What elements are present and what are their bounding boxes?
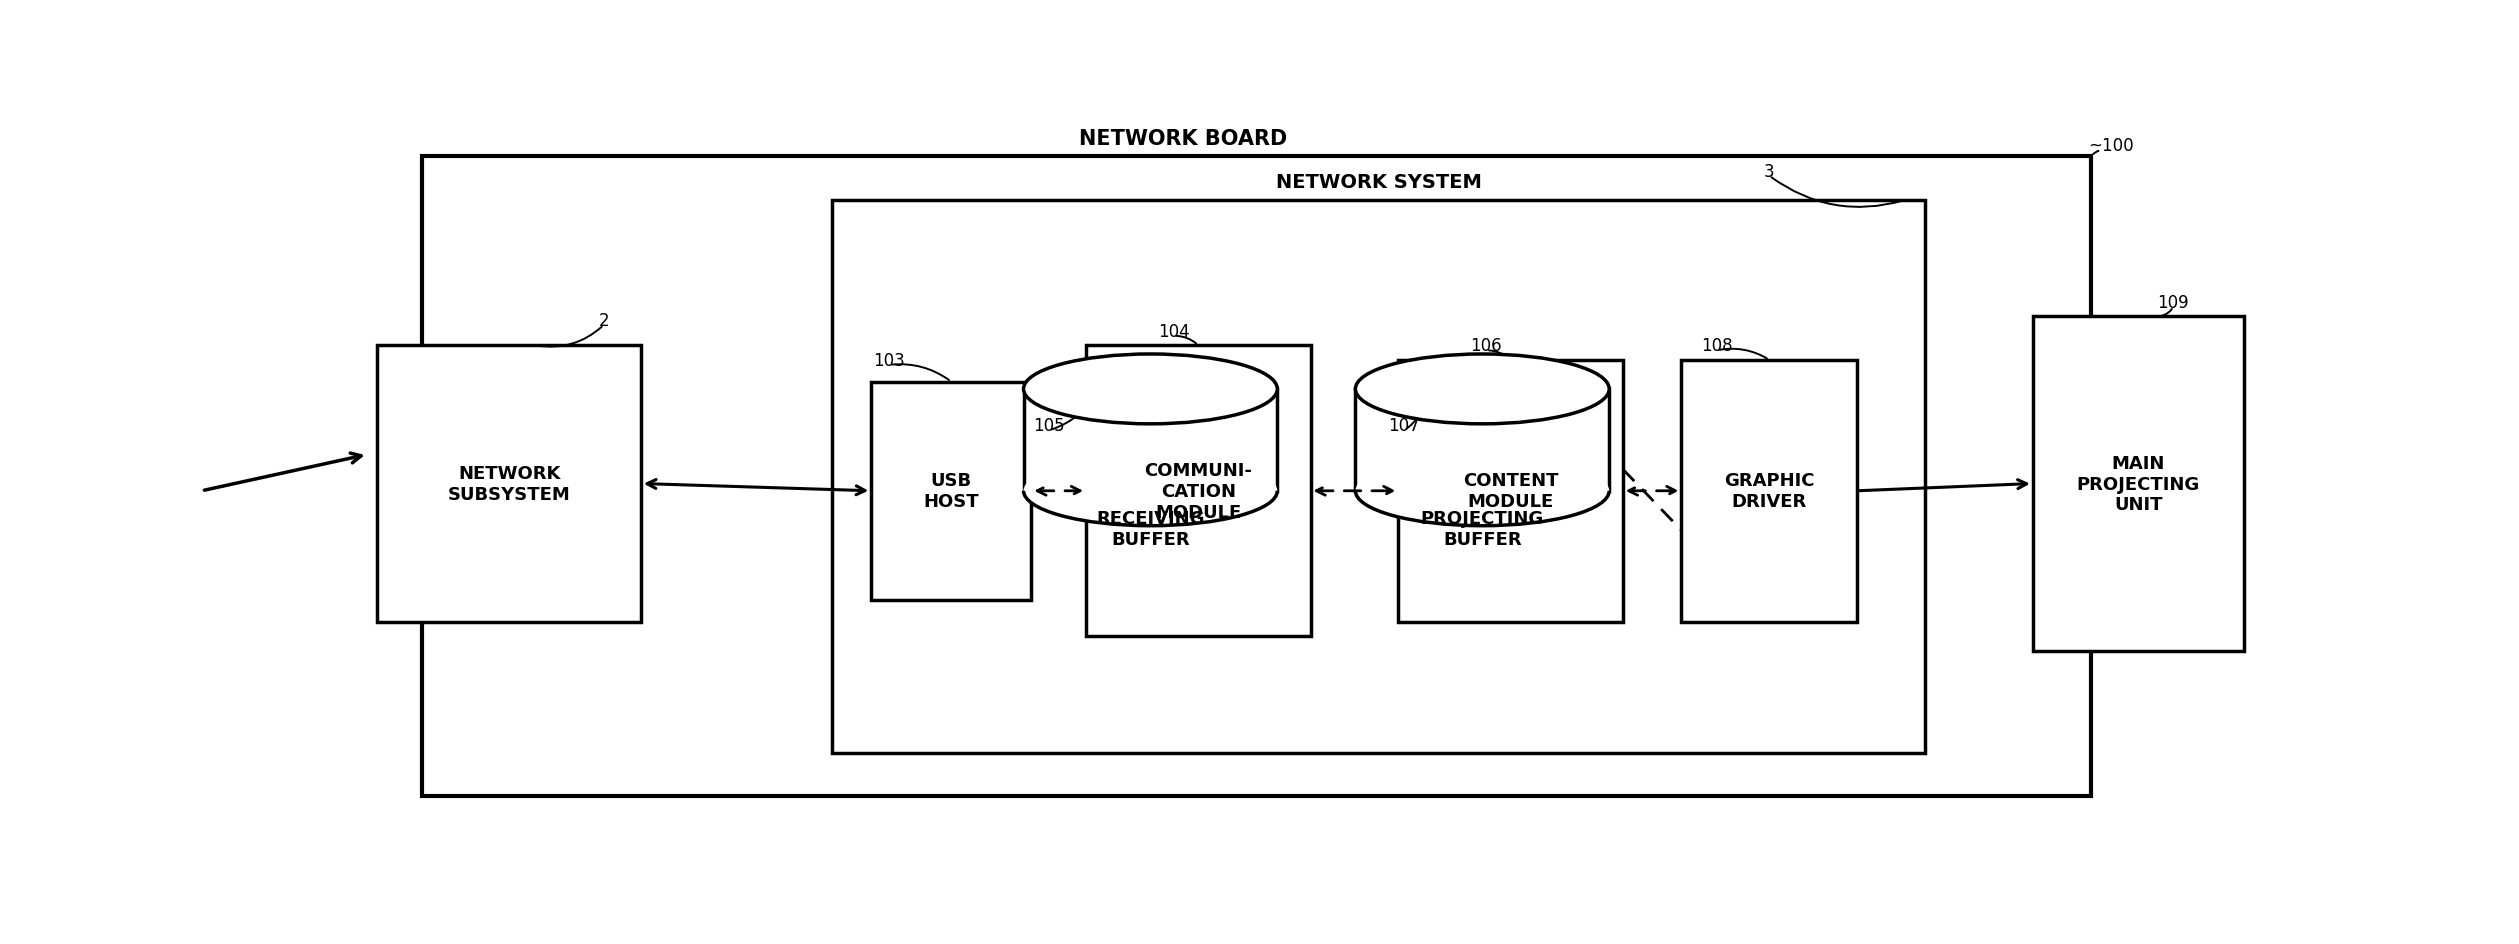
- Ellipse shape: [1023, 456, 1277, 526]
- Text: GRAPHIC
DRIVER: GRAPHIC DRIVER: [1723, 472, 1814, 511]
- Text: 3: 3: [1763, 162, 1773, 180]
- Bar: [378, 346, 640, 622]
- Bar: [831, 200, 1925, 753]
- Text: 103: 103: [874, 351, 904, 369]
- Ellipse shape: [1355, 355, 1610, 425]
- Bar: [1398, 361, 1622, 622]
- Text: 108: 108: [1700, 337, 1733, 355]
- Text: NETWORK BOARD: NETWORK BOARD: [1081, 128, 1287, 149]
- Text: MAIN
PROJECTING
UNIT: MAIN PROJECTING UNIT: [2076, 454, 2199, 514]
- Bar: [1086, 346, 1310, 636]
- Text: 105: 105: [1033, 417, 1066, 435]
- Text: ~100: ~100: [2088, 137, 2134, 155]
- Ellipse shape: [1355, 456, 1610, 526]
- Ellipse shape: [1023, 355, 1277, 425]
- Text: 104: 104: [1159, 322, 1189, 341]
- Text: 2: 2: [600, 312, 610, 329]
- Text: NETWORK
SUBSYSTEM: NETWORK SUBSYSTEM: [448, 464, 569, 503]
- Text: 109: 109: [2159, 294, 2189, 312]
- Bar: [1355, 390, 1610, 491]
- Bar: [872, 382, 1030, 600]
- Text: USB
HOST: USB HOST: [924, 472, 980, 511]
- Text: RECEIVING
BUFFER: RECEIVING BUFFER: [1096, 510, 1204, 548]
- Text: PROJECTING
BUFFER: PROJECTING BUFFER: [1421, 510, 1544, 548]
- Bar: [1683, 361, 1857, 622]
- Text: CONTENT
MODULE: CONTENT MODULE: [1464, 472, 1559, 511]
- Text: 106: 106: [1471, 337, 1501, 355]
- Text: 107: 107: [1388, 417, 1421, 435]
- Text: NETWORK SYSTEM: NETWORK SYSTEM: [1277, 173, 1481, 192]
- Bar: [423, 157, 2091, 797]
- Bar: [1023, 390, 1277, 491]
- Text: COMMUNI-
CATION
MODULE: COMMUNI- CATION MODULE: [1144, 462, 1252, 521]
- Bar: [2033, 317, 2244, 651]
